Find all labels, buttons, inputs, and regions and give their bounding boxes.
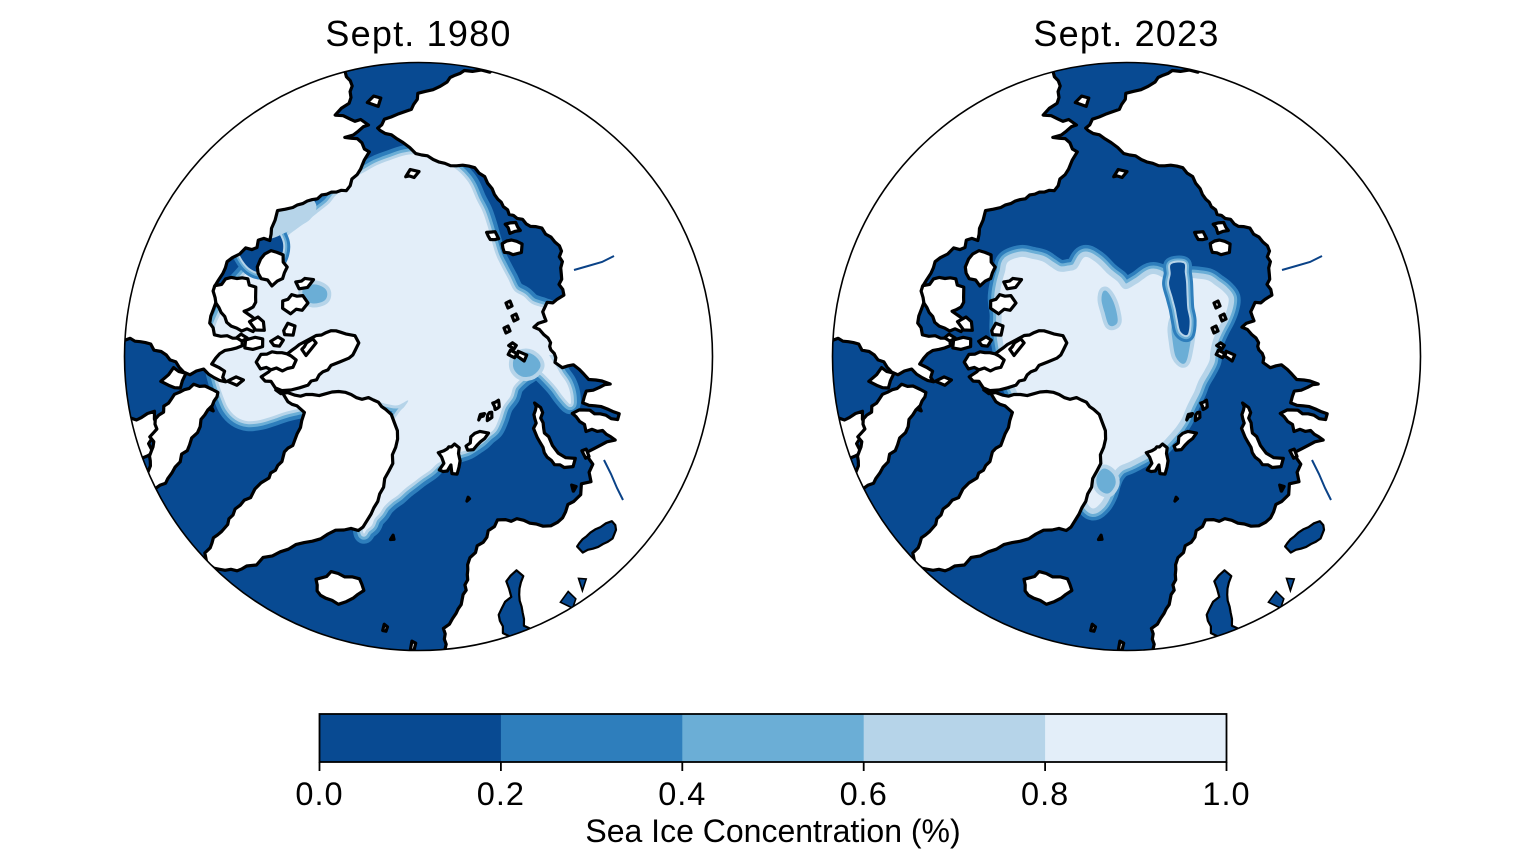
- svg-text:0.0: 0.0: [295, 776, 343, 812]
- svg-text:0.8: 0.8: [1021, 776, 1069, 812]
- svg-text:Sept. 2023: Sept. 2023: [1033, 13, 1219, 54]
- svg-text:1.0: 1.0: [1202, 776, 1250, 812]
- svg-text:0.4: 0.4: [658, 776, 706, 812]
- svg-text:0.6: 0.6: [840, 776, 888, 812]
- svg-text:Sept. 1980: Sept. 1980: [325, 13, 511, 54]
- svg-text:Sea Ice Concentration (%): Sea Ice Concentration (%): [585, 813, 960, 849]
- svg-text:0.2: 0.2: [477, 776, 525, 812]
